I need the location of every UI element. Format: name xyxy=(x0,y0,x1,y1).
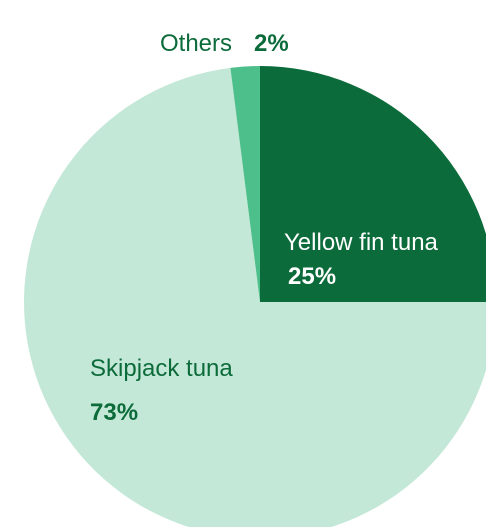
pie-slice-yellow-fin-tuna xyxy=(260,66,486,302)
slice-label-skipjack-tuna: Skipjack tuna xyxy=(90,355,233,382)
pie-slice-skipjack-tuna xyxy=(24,67,486,527)
slice-value-others: 2% xyxy=(254,30,289,57)
pie-slice-others xyxy=(230,66,260,302)
slice-label-others: Others xyxy=(160,30,233,57)
slice-value-yellow-fin-tuna: 25% xyxy=(288,263,337,290)
slice-label-yellow-fin-tuna: Yellow fin tuna xyxy=(284,229,438,256)
slice-value-skipjack-tuna: 73% xyxy=(90,399,139,426)
